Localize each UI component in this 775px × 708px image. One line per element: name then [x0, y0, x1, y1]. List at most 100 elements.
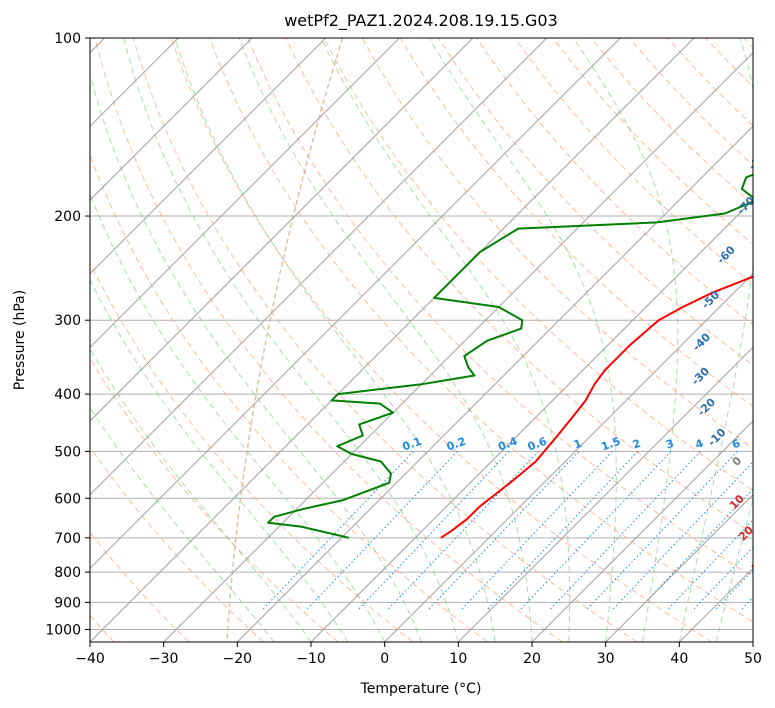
isotherm-line: [531, 420, 753, 642]
y-tick-label: 700: [54, 531, 81, 547]
moist-adiabat: [90, 406, 275, 642]
profile-series: [267, 173, 753, 539]
plot-frame: [89, 37, 754, 643]
isotherm-line: [457, 346, 753, 642]
mixing-ratio-lines: [262, 451, 753, 610]
mixing-ratio-label: 0.6: [526, 435, 549, 454]
x-tick-label: −10: [296, 651, 326, 667]
x-tick-label: 50: [744, 651, 762, 667]
isotherm-line: [90, 38, 474, 422]
dry-adiabat: [132, 38, 638, 642]
x-tick-label: −30: [149, 651, 179, 667]
x-axis: −40 −30 −20 −10 0 10 20 30 40 50: [75, 642, 762, 667]
dewpoint-line: [267, 173, 753, 539]
y-tick-label: 600: [54, 491, 81, 507]
moist-adiabat: [678, 38, 753, 642]
x-tick-label: 30: [597, 651, 615, 667]
dry-adiabat: [247, 38, 753, 578]
mixing-ratio-line: [487, 451, 639, 610]
mixing-ratio-line: [715, 569, 753, 610]
isotherm-line: [384, 272, 753, 642]
dry-adiabat: [285, 38, 753, 535]
temperature-line: [440, 275, 753, 539]
mixing-ratio-line: [638, 488, 753, 610]
dry-adiabat: [90, 357, 339, 642]
mixing-ratio-label: 1: [572, 437, 584, 452]
isotherm-line: [90, 38, 695, 642]
moist-adiabats: [90, 38, 753, 642]
dry-adiabat: [94, 38, 563, 642]
moist-adiabat: [90, 72, 422, 642]
x-tick-label: −20: [223, 651, 253, 667]
dry-adiabat: [90, 446, 264, 642]
mixing-ratio-line: [428, 451, 580, 610]
x-tick-label: 10: [449, 651, 467, 667]
moist-adiabat: [90, 278, 349, 642]
dry-adiabat: [170, 38, 712, 642]
moist-adiabat: [238, 38, 533, 642]
mixing-ratio-label: 6: [730, 437, 742, 452]
y-tick-label: 500: [54, 444, 81, 460]
mixing-ratio-label: 3: [664, 437, 676, 452]
mixing-ratio-line: [693, 546, 753, 610]
chart-title: wetPf2_PAZ1.2024.208.19.15.G03: [284, 11, 558, 31]
mixing-ratio-line: [520, 451, 672, 610]
mixing-ratio-line: [388, 451, 539, 610]
isotherm-line: [310, 199, 753, 642]
isotherm-line: [90, 38, 327, 275]
dry-adiabat: [476, 38, 753, 326]
isotherm-line: [163, 51, 753, 642]
mixing-ratio-line: [667, 519, 753, 610]
mixing-ratio-line: [262, 451, 414, 610]
plot-area: -100-90-80-70-60-50-40-30-20-100.10.20.4…: [90, 38, 769, 642]
y-tick-label: 200: [54, 209, 81, 225]
mixing-ratio-line: [461, 451, 613, 610]
y-axis: 100 200 300 400 500 600 700 800 900 1000: [45, 31, 90, 638]
moist-adiabat: [715, 497, 753, 642]
x-tick-label: 0: [380, 651, 389, 667]
moist-adiabat: [320, 38, 571, 642]
moist-adiabat: [572, 38, 679, 642]
moist-adiabat: [123, 38, 459, 642]
mixing-ratio-line: [586, 451, 738, 610]
isotherm-line: [90, 38, 621, 570]
y-axis-title: Pressure (hPa): [12, 290, 28, 390]
mixing-ratio-label: 0.4: [496, 435, 519, 454]
moist-adiabat: [90, 193, 386, 642]
isotherm-label: -80: [746, 149, 769, 172]
mixing-ratio-line: [307, 451, 458, 610]
mixing-ratio-line: [550, 451, 701, 610]
dry-adiabats: [90, 38, 753, 642]
x-tick-label: −40: [75, 651, 105, 667]
x-axis-title: Temperature (°C): [360, 681, 482, 697]
isotherm-line: [90, 38, 548, 496]
mixing-ratio-line: [358, 451, 510, 610]
isotherm-line: [90, 38, 400, 349]
moist-adiabat: [174, 38, 496, 642]
mixing-ratio-label: 0.1: [401, 435, 424, 454]
dry-adiabat: [209, 38, 753, 623]
isotherm-line: [236, 125, 753, 642]
isotherm-line: [605, 493, 753, 642]
y-tick-label: 300: [54, 313, 81, 329]
moist-adiabat-label: 30: [749, 555, 769, 575]
y-tick-label: 1000: [45, 622, 81, 638]
y-tick-label: 100: [54, 31, 81, 47]
dry-adiabat: [90, 261, 414, 642]
isotherm-line: [90, 38, 253, 201]
x-tick-label: 40: [670, 651, 688, 667]
mixing-ratio-label: 1.5: [600, 435, 623, 454]
dry-adiabat: [514, 38, 753, 285]
y-tick-label: 400: [54, 387, 81, 403]
moist-adiabat: [428, 38, 617, 642]
mixing-ratio-line: [612, 461, 753, 610]
mixing-ratio-label: 0.2: [445, 435, 468, 454]
x-tick-label: 20: [523, 651, 541, 667]
skewed-isotherms: [90, 38, 753, 642]
dry-adiabat: [323, 38, 753, 492]
y-tick-label: 900: [54, 595, 81, 611]
mixing-ratio-label: 2: [631, 437, 643, 452]
y-tick-label: 800: [54, 565, 81, 581]
